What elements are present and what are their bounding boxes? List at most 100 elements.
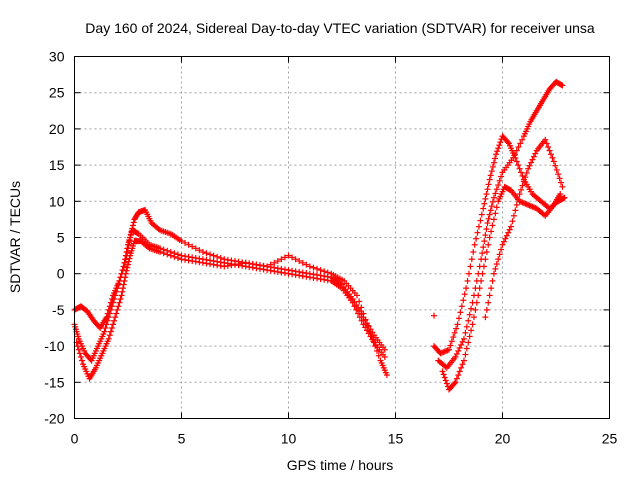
data-point — [157, 248, 164, 255]
data-point — [483, 306, 490, 313]
data-point — [475, 270, 482, 277]
data-point — [481, 238, 488, 245]
data-point — [366, 328, 373, 335]
data-point — [522, 174, 529, 181]
data-point — [488, 168, 495, 175]
data-point — [472, 306, 479, 313]
data-point — [506, 226, 513, 233]
data-point — [78, 357, 85, 364]
y-tick-label: -20 — [44, 411, 64, 427]
data-point — [256, 262, 263, 269]
x-axis-label: GPS time / hours — [287, 457, 394, 473]
data-point — [479, 250, 486, 257]
data-point — [470, 292, 477, 299]
data-point — [465, 339, 472, 346]
data-point — [455, 372, 462, 379]
data-point — [490, 270, 497, 277]
data-point — [450, 334, 457, 341]
data-point — [292, 271, 299, 278]
data-point — [122, 256, 129, 263]
data-point — [464, 277, 471, 284]
data-point — [439, 368, 446, 375]
data-point — [178, 238, 185, 245]
data-point — [459, 361, 466, 368]
data-point — [116, 299, 123, 306]
data-point — [77, 353, 84, 360]
y-tick-label: 10 — [49, 193, 65, 209]
data-point — [451, 329, 458, 336]
data-points — [71, 78, 568, 393]
data-point — [119, 288, 126, 295]
data-point — [487, 207, 494, 214]
data-point — [483, 191, 490, 198]
data-point — [126, 255, 133, 262]
data-point — [356, 314, 363, 321]
data-point — [281, 254, 288, 261]
data-point — [207, 251, 214, 258]
data-point — [490, 159, 497, 166]
data-point — [224, 262, 231, 269]
data-point — [557, 179, 564, 186]
data-point — [487, 172, 494, 179]
data-point — [516, 191, 523, 198]
data-point — [476, 263, 483, 270]
data-point — [207, 261, 214, 268]
data-point — [518, 169, 525, 176]
data-point — [108, 325, 115, 331]
data-point — [365, 323, 372, 330]
data-point — [292, 256, 299, 263]
data-point — [182, 239, 189, 246]
data-point — [196, 259, 203, 266]
data-point — [442, 377, 449, 384]
data-point — [296, 272, 303, 279]
data-point — [545, 144, 552, 150]
data-point — [264, 263, 271, 270]
data-point — [454, 321, 461, 328]
data-point — [314, 265, 321, 272]
data-point — [485, 299, 492, 306]
data-point — [324, 269, 331, 276]
data-point — [480, 205, 487, 212]
data-point — [488, 203, 495, 210]
data-point — [174, 255, 181, 262]
data-point — [314, 275, 321, 282]
data-point — [490, 216, 497, 223]
data-point — [463, 323, 470, 330]
data-point — [104, 317, 111, 324]
data-point — [123, 248, 130, 255]
data-point — [466, 311, 473, 318]
data-point — [462, 351, 469, 358]
data-point — [523, 169, 530, 176]
data-point — [121, 259, 128, 266]
data-point — [210, 252, 217, 259]
data-point — [498, 246, 505, 253]
data-point — [447, 342, 454, 349]
data-point — [463, 345, 470, 352]
data-point — [271, 268, 278, 275]
y-tick-labels: -20 -15 -10 -5 0 5 10 15 20 25 30 — [44, 49, 64, 427]
data-point — [457, 309, 464, 316]
data-point — [525, 165, 532, 172]
data-point — [478, 211, 485, 218]
data-point — [249, 261, 256, 268]
data-point — [463, 285, 470, 292]
data-point — [492, 190, 499, 197]
data-point — [221, 263, 228, 270]
data-point — [192, 258, 199, 265]
data-point — [125, 261, 131, 268]
data-point — [192, 245, 199, 252]
data-point — [129, 222, 136, 229]
data-point — [492, 155, 499, 162]
data-point — [469, 321, 476, 328]
data-point — [561, 194, 568, 201]
data-point — [112, 292, 119, 299]
data-point — [358, 317, 365, 324]
data-point — [458, 341, 465, 348]
data-point — [278, 269, 285, 276]
data-point — [558, 81, 565, 88]
data-point — [473, 277, 480, 284]
data-point — [486, 211, 493, 218]
data-point — [373, 347, 380, 354]
x-tick-labels: 0 5 10 15 20 25 — [71, 431, 618, 447]
data-point — [515, 144, 522, 150]
